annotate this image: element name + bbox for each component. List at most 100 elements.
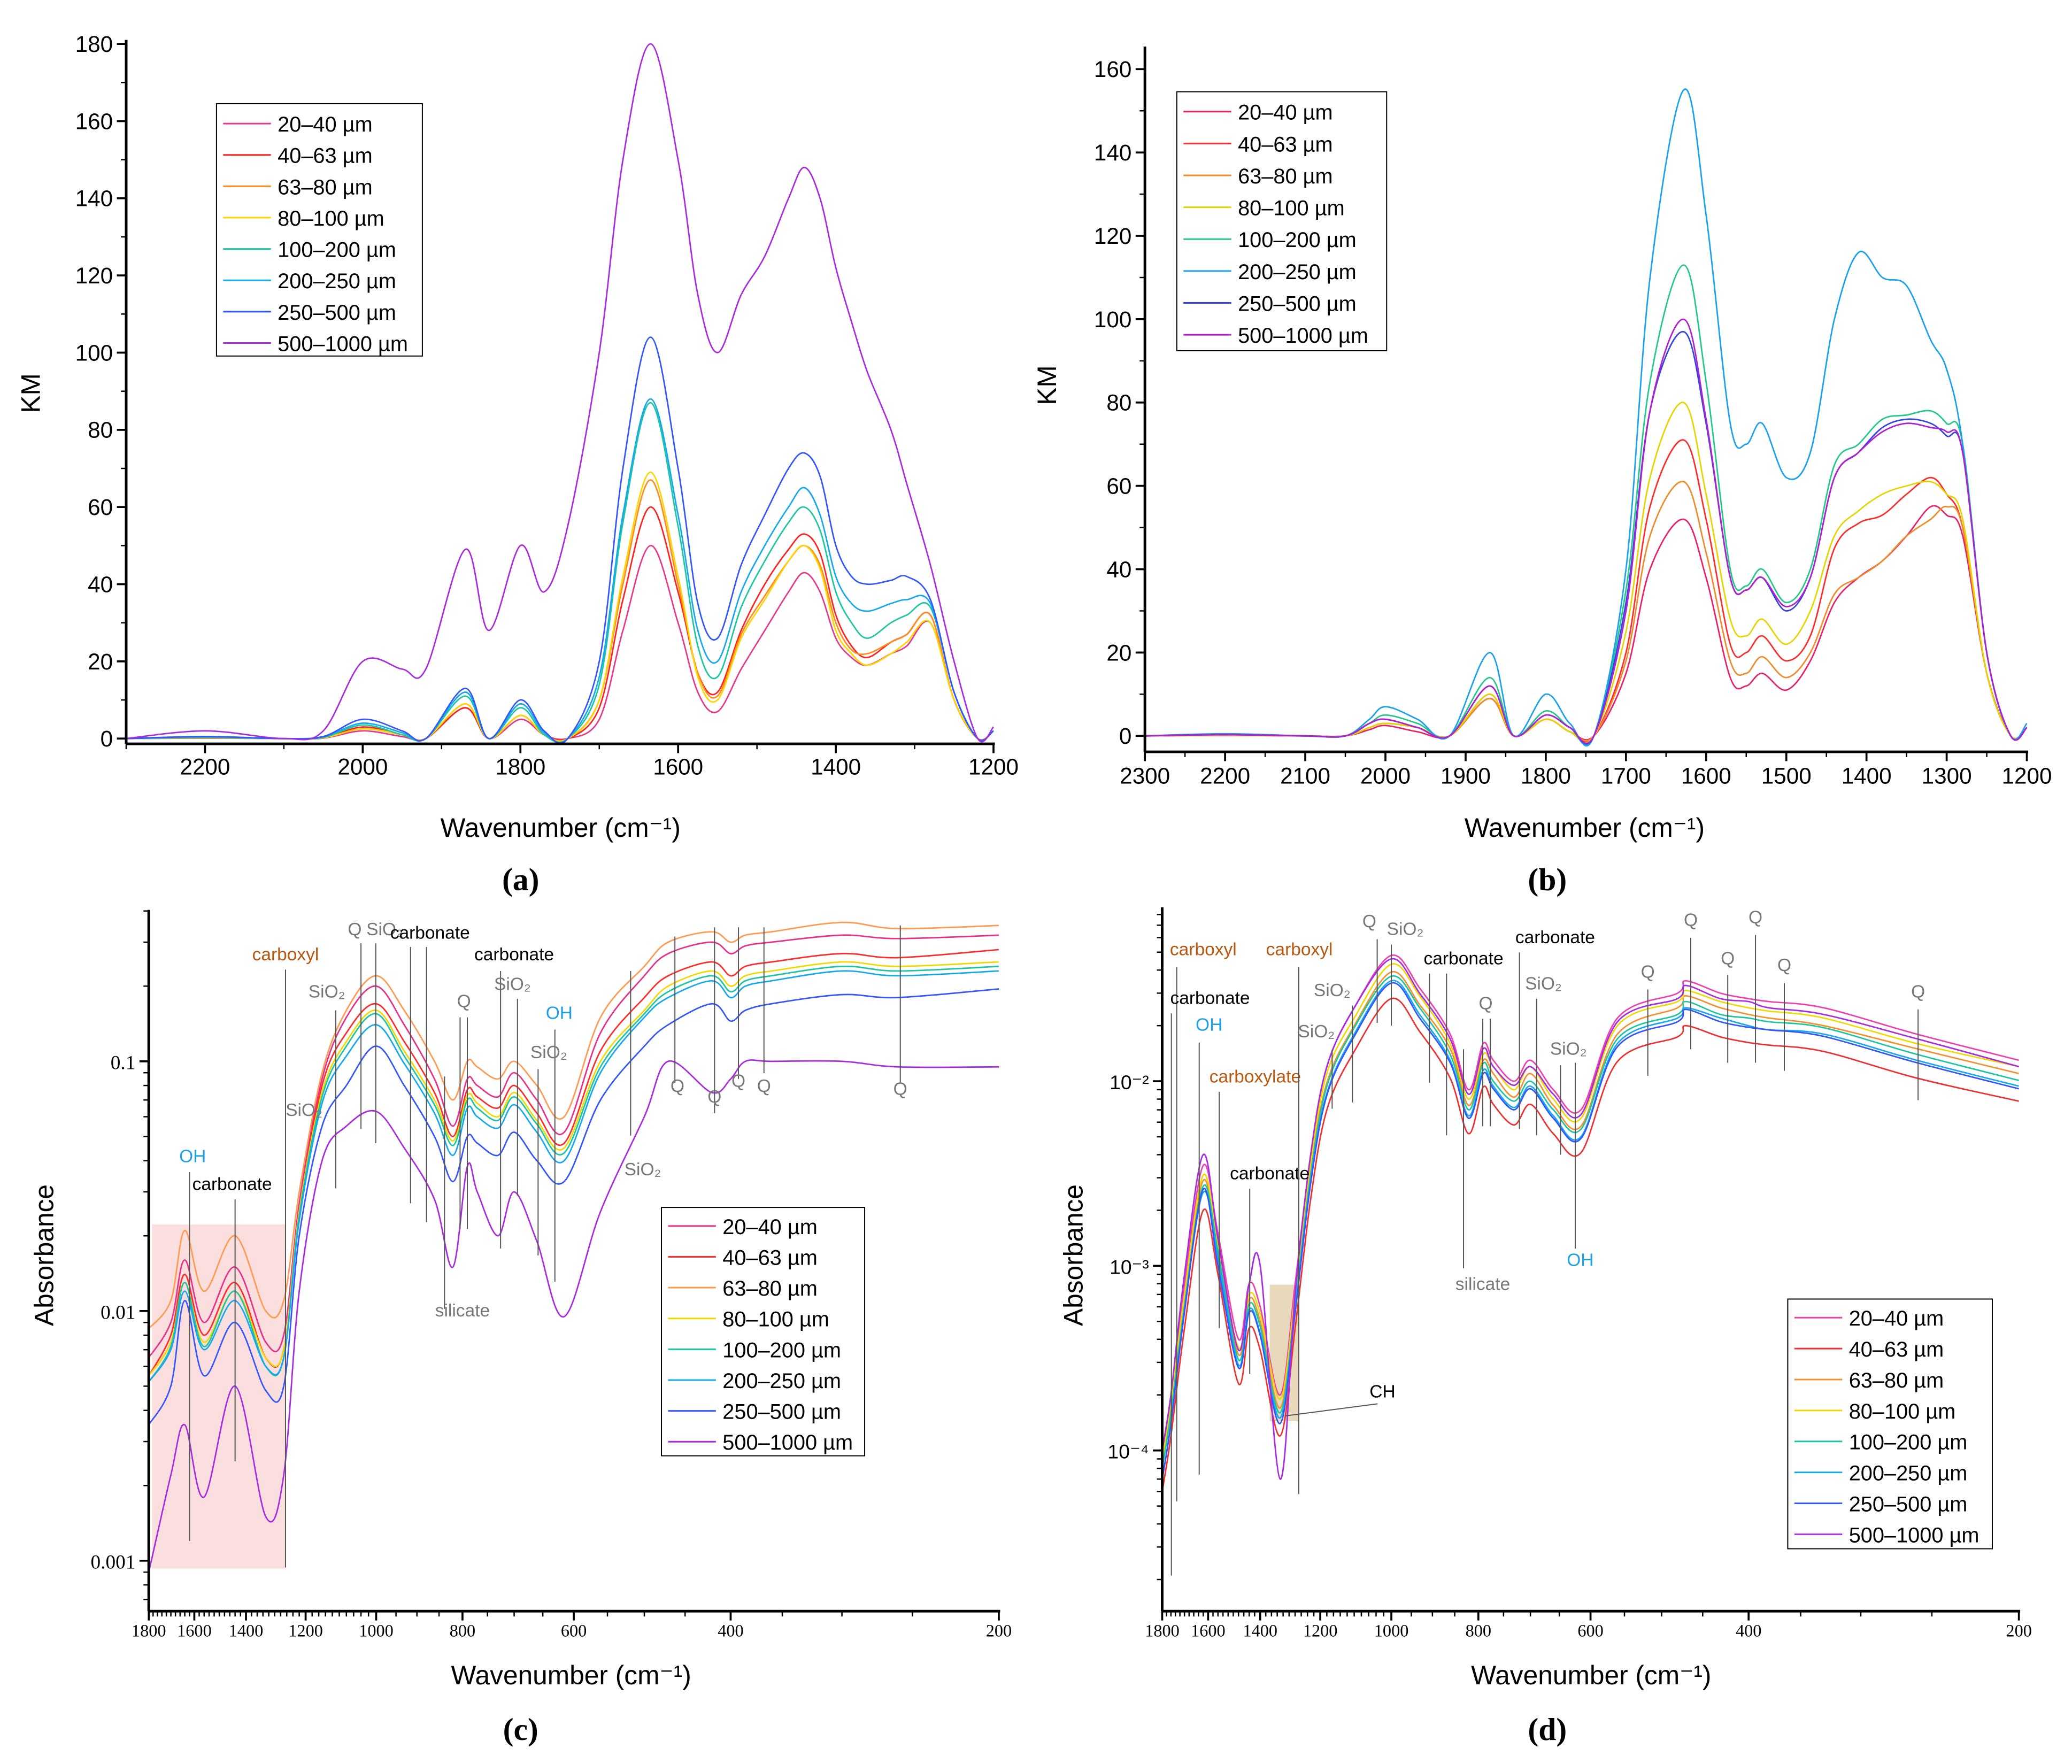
y-tick-label: 10⁻² <box>1110 1071 1149 1093</box>
annotation-label: Q <box>893 1079 907 1099</box>
series-line-80-100 <box>1145 402 2028 744</box>
y-tick-label: 40 <box>88 572 113 597</box>
series-group <box>1162 954 2020 1492</box>
annotation-label: carbonate <box>1515 928 1595 948</box>
annotation-label: Q <box>1777 956 1791 975</box>
x-tick-label: 1600 <box>1191 1621 1226 1640</box>
annotation-label: SiO₂ <box>286 1100 322 1120</box>
legend-box <box>1787 1298 1993 1550</box>
x-tick-label: 2200 <box>180 754 230 779</box>
x-tick-label: 1200 <box>1303 1621 1338 1640</box>
annotation-label: OH <box>179 1147 206 1167</box>
x-axis-title: Wavenumber (cm⁻¹) <box>441 813 681 843</box>
x-tick-label: 800 <box>1466 1621 1491 1640</box>
x-tick-label: 1600 <box>1681 764 1731 789</box>
x-tick-label: 1800 <box>495 754 545 779</box>
annotation-label: OH <box>546 1003 573 1023</box>
x-tick-label: 1800 <box>132 1621 166 1640</box>
annotation-label: SiO₂ <box>1387 920 1424 939</box>
legend-label: 63–80 µm <box>1238 165 1333 188</box>
annotation-label: SiO₂ <box>1550 1039 1587 1059</box>
legend: 20–40 µm 40–63 µm 63–80 µm 80–100 µm 100–200… <box>215 103 423 357</box>
x-tick-label: 200 <box>2006 1621 2031 1640</box>
x-tick-label: 400 <box>1736 1621 1761 1640</box>
legend-label: 40–63 µm <box>1849 1338 1944 1361</box>
y-tick-label: 0.01 <box>101 1302 135 1324</box>
annotation-label: silicate <box>435 1301 490 1321</box>
series-line-250-500 <box>126 336 994 744</box>
annotation-label: SiO₂ <box>366 920 403 939</box>
x-tick-label: 1700 <box>1601 764 1651 789</box>
y-tick-label: 0 <box>101 726 113 751</box>
x-tick-label: 1900 <box>1441 764 1491 789</box>
series-line-100-200 <box>126 402 994 743</box>
series-line-20-40 <box>1162 954 2019 1451</box>
x-axis-title: Wavenumber (cm⁻¹) <box>1471 1660 1711 1690</box>
x-tick-label: 1500 <box>1761 764 1812 789</box>
legend-label: 250–500 µm <box>722 1400 841 1424</box>
y-tick-label: 0 <box>1119 723 1131 749</box>
series-line-40-63 <box>1145 439 2028 742</box>
legend-label: 100–200 µm <box>1849 1431 1968 1454</box>
x-tick-label: 1600 <box>177 1621 212 1640</box>
annotation-label: Q <box>457 991 471 1011</box>
y-tick-label: 100 <box>75 340 113 365</box>
annotation-label: Q <box>1362 912 1376 931</box>
series-line-250-500 <box>1145 331 2028 745</box>
series-line-63-80 <box>1145 481 2028 742</box>
legend-label: 40–63 µm <box>278 144 373 168</box>
x-axis-title: Wavenumber (cm⁻¹) <box>451 1660 691 1690</box>
annotation-label: carbonate <box>390 923 470 943</box>
y-tick-label: 60 <box>1106 474 1131 499</box>
x-tick-label: 2000 <box>1360 764 1411 789</box>
series-line-80-100 <box>126 471 994 742</box>
y-tick-label: 80 <box>1106 390 1131 415</box>
annotation-label: Q <box>1684 911 1698 930</box>
legend-label: 500–1000 µm <box>278 332 408 356</box>
series-line-200-250 <box>1145 88 2028 747</box>
legend-label: 63–80 µm <box>1849 1369 1944 1392</box>
series-line-20-40 <box>149 934 999 1358</box>
annotation-label: carboxyl <box>252 945 319 965</box>
legend-label: 20–40 µm <box>722 1215 818 1239</box>
x-tick-label: 1000 <box>1374 1621 1409 1640</box>
legend-box <box>215 103 423 357</box>
annotation-label: carbonate <box>1170 989 1250 1008</box>
annotation-label: SiO₂ <box>1298 1022 1335 1042</box>
legend-label: 100–200 µm <box>1238 228 1357 252</box>
legend-label: 100–200 µm <box>722 1338 841 1362</box>
annotation-label: carboxyl <box>1170 939 1237 959</box>
panel-a-km-spectra: 2200 2000 1800 1600 1400 1200 0 20 40 60 80 100 120 1… <box>16 32 1019 897</box>
series-line-200-250 <box>149 970 999 1383</box>
annotation-label: Q <box>348 920 361 939</box>
annotation-label: carbonate <box>1424 949 1504 968</box>
x-tick-label: 1400 <box>229 1621 264 1640</box>
x-tick-label: 400 <box>718 1621 743 1640</box>
panel-label: (b) <box>1528 861 1567 897</box>
annotation-label: silicate <box>1455 1275 1510 1295</box>
legend-box <box>661 1207 866 1457</box>
y-tick-label: 160 <box>75 109 113 134</box>
annotation-pointer <box>1285 1403 1378 1416</box>
legend-label: 80–100 µm <box>1238 197 1345 220</box>
x-tick-label: 200 <box>986 1621 1012 1640</box>
series-group <box>1145 88 2028 747</box>
annotation-label: CH <box>1369 1382 1395 1401</box>
panel-b-km-spectra: 2300 2200 2100 2000 1900 1800 1700 1600 1500 1400… <box>1032 47 2052 897</box>
annotation-label: Q <box>671 1076 684 1096</box>
x-tick-label: 1400 <box>811 754 861 779</box>
annotation-label: SiO₂ <box>309 982 345 1002</box>
annotation-label: Q <box>757 1076 771 1096</box>
legend-label: 40–63 µm <box>722 1246 818 1269</box>
annotation-label: SiO₂ <box>625 1160 661 1180</box>
x-tick-label: 1800 <box>1521 764 1571 789</box>
annotation-label: SiO₂ <box>1314 981 1351 1000</box>
x-tick-label: 1400 <box>1842 764 1892 789</box>
annotation-label: carbonate <box>1230 1164 1310 1184</box>
x-tick-label: 600 <box>1577 1621 1603 1640</box>
series-line-80-100 <box>149 961 999 1376</box>
series-line-500-1000 <box>1145 318 2028 744</box>
series-line-500-1000 <box>1162 958 2020 1480</box>
legend-label: 200–250 µm <box>278 269 396 293</box>
